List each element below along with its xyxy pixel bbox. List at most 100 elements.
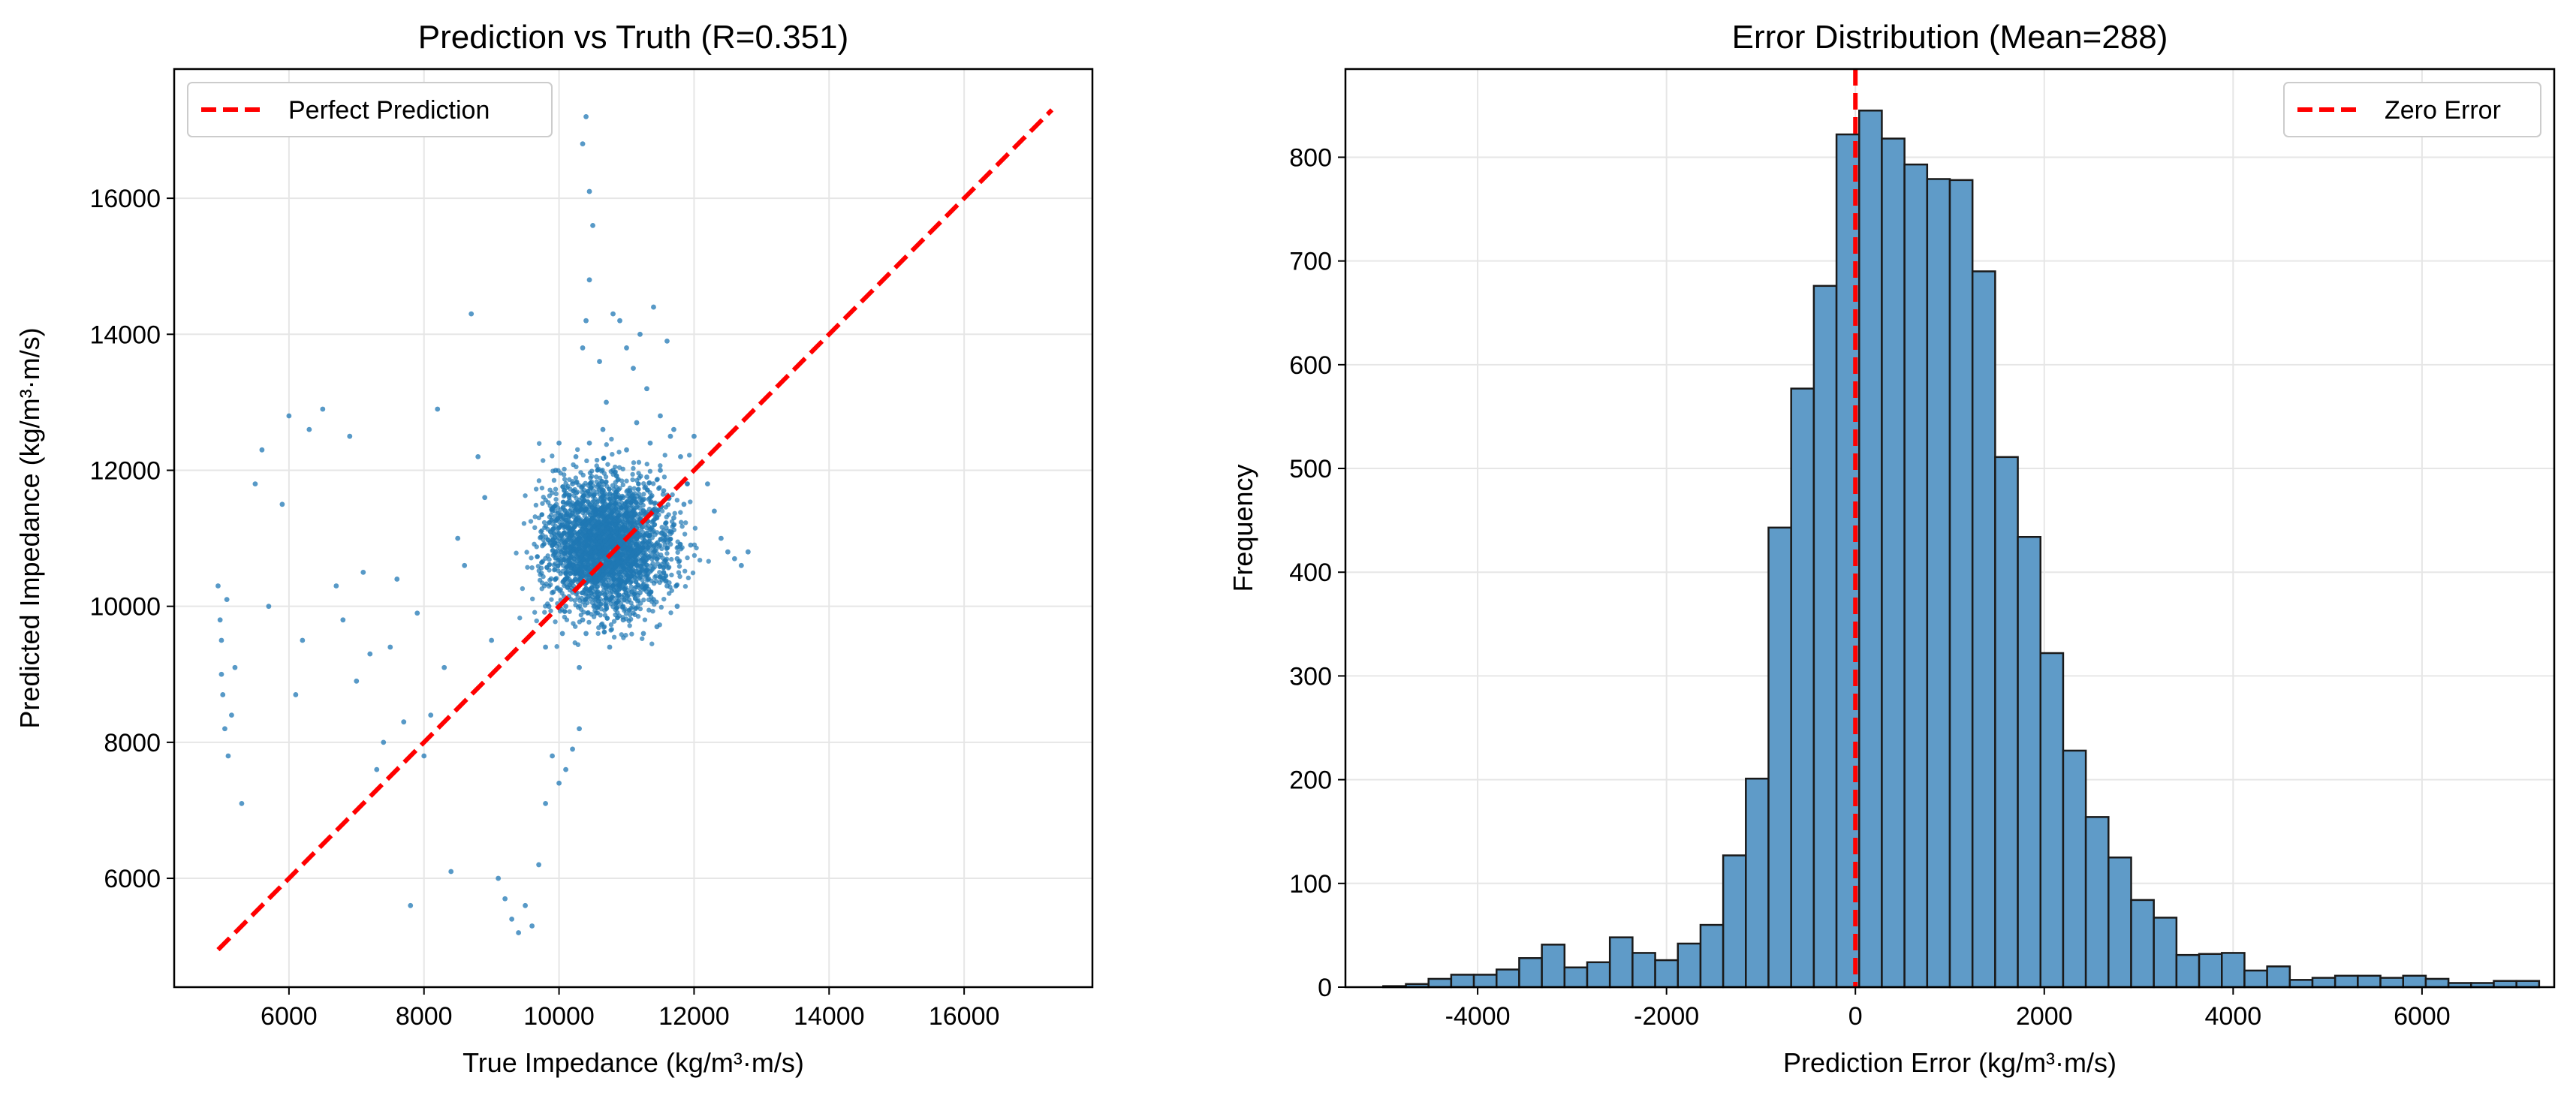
scatter-point (550, 508, 555, 514)
scatter-point (538, 565, 544, 571)
scatter-point (414, 610, 420, 616)
scatter-point (580, 493, 586, 499)
scatter-point (601, 629, 607, 635)
scatter-point (585, 610, 590, 616)
scatter-point (601, 545, 607, 551)
scatter-point (354, 678, 360, 684)
scatter-point (678, 453, 683, 459)
histogram-bar (1722, 854, 1747, 989)
scatter-point (547, 557, 552, 562)
scatter-point (636, 459, 642, 465)
legend-label-perfect-prediction: Perfect Prediction (288, 96, 490, 125)
x-tick-label: 16000 (929, 1002, 1000, 1031)
scatter-point (562, 508, 568, 513)
scatter-point (706, 559, 711, 564)
y-tick-label: 14000 (89, 321, 161, 349)
scatter-point (601, 488, 606, 493)
scatter-point (610, 468, 616, 473)
scatter-point (555, 537, 560, 543)
scatter-point (658, 468, 663, 473)
scatter-point (566, 578, 571, 583)
scatter-point (611, 634, 617, 640)
histogram-bar (1858, 110, 1883, 989)
scatter-point (525, 565, 530, 570)
scatter-point (628, 500, 634, 505)
scatter-point (667, 433, 673, 439)
histogram-x-ticks: -4000 -2000 0 2000 4000 6000 (1445, 987, 2451, 1031)
scatter-point (647, 440, 653, 446)
scatter-point (619, 632, 625, 637)
scatter-point (562, 609, 568, 614)
scatter-point (634, 420, 640, 426)
scatter-point (367, 651, 373, 657)
scatter-point (577, 726, 582, 732)
scatter-point (536, 441, 542, 446)
scatter-point (616, 534, 622, 540)
scatter-point (562, 472, 567, 477)
scatter-point (543, 604, 548, 609)
scatter-point (617, 583, 622, 589)
scatter-y-axis-label: Predicted Impedance (kg/m³·m/s) (14, 327, 45, 728)
scatter-point (571, 489, 576, 494)
y-tick-label: 10000 (89, 593, 161, 622)
scatter-point (589, 516, 595, 522)
scatter-point (666, 565, 672, 570)
scatter-point (568, 502, 573, 508)
scatter-point (567, 609, 572, 614)
y-tick-label: 800 (1289, 143, 1332, 172)
scatter-point (595, 535, 601, 540)
histogram-y-axis-label: Frequency (1228, 464, 1258, 592)
histogram-plot-frame (1344, 68, 2556, 989)
scatter-point (580, 617, 586, 623)
scatter-point (661, 474, 667, 480)
scatter-point (529, 556, 534, 561)
scatter-point (607, 507, 613, 513)
scatter-point (546, 604, 552, 610)
scatter-point (619, 505, 624, 510)
scatter-point (548, 582, 553, 588)
scatter-point (624, 504, 629, 510)
scatter-point (593, 610, 599, 616)
scatter-point (650, 608, 655, 614)
scatter-point (664, 525, 669, 531)
histogram-bar (2175, 953, 2201, 989)
scatter-point (532, 541, 537, 547)
scatter-point (583, 318, 589, 324)
scatter-point (581, 529, 587, 535)
scatter-point (635, 613, 641, 619)
histogram-x-axis-label: Prediction Error (kg/m³·m/s) (1783, 1047, 2117, 1078)
scatter-point (604, 479, 609, 485)
scatter-point (620, 572, 625, 577)
histogram-bar (1496, 968, 1520, 989)
scatter-point (580, 510, 586, 516)
scatter-point (595, 631, 601, 637)
scatter-point (655, 540, 661, 545)
scatter-point (712, 508, 717, 514)
scatter-point (549, 597, 554, 602)
scatter-point (600, 583, 606, 589)
scatter-point (589, 526, 595, 531)
scatter-point (633, 542, 638, 548)
scatter-points (215, 114, 751, 935)
scatter-point (579, 595, 585, 601)
x-tick-label: 10000 (523, 1002, 595, 1031)
scatter-point (565, 569, 570, 575)
scatter-point (547, 562, 553, 568)
scatter-point (568, 544, 574, 549)
scatter-point (664, 551, 670, 556)
y-tick-label: 100 (1289, 870, 1332, 899)
scatter-point (647, 542, 653, 548)
scatter-point (593, 474, 599, 480)
scatter-point (622, 522, 628, 528)
scatter-point (566, 562, 572, 568)
scatter-point (578, 506, 584, 512)
y-tick-label: 12000 (89, 456, 161, 485)
scatter-point (559, 591, 565, 596)
scatter-point (649, 499, 654, 504)
scatter-point (266, 604, 272, 610)
scatter-point (661, 488, 667, 494)
scatter-point (661, 538, 667, 544)
scatter-point (628, 601, 634, 606)
scatter-point (673, 583, 679, 589)
scatter-point (573, 539, 578, 545)
